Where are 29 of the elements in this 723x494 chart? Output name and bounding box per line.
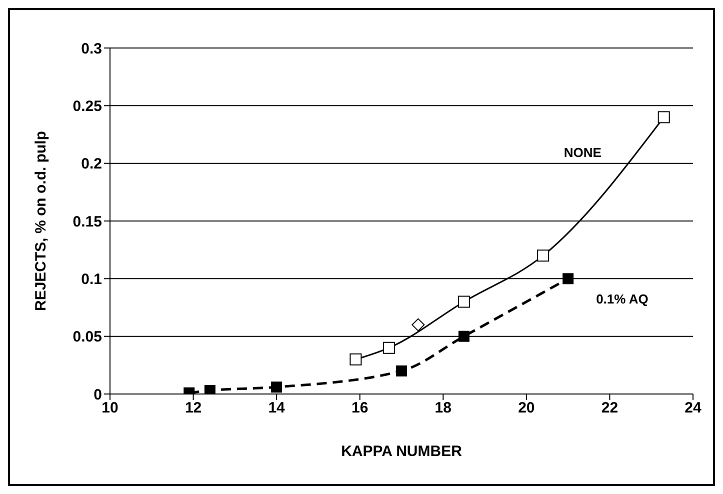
x-tick-label: 22 (601, 400, 618, 417)
point (396, 365, 407, 376)
point (350, 353, 362, 366)
x-tick-label: 24 (684, 400, 702, 417)
point (383, 342, 396, 354)
point (562, 273, 574, 284)
point (458, 330, 470, 342)
x-tick-label: 16 (352, 400, 368, 417)
y-axis-title: REJECTS, % on o.d. pulp (32, 131, 50, 311)
x-tick-label: 18 (434, 400, 452, 417)
y-tick-label: 0.15 (72, 213, 102, 230)
point (271, 382, 282, 393)
x-axis-title: KAPPA NUMBER (341, 443, 462, 460)
point (658, 111, 670, 124)
y-tick-label: 0.2 (81, 156, 102, 173)
y-tick-label: 0 (94, 386, 102, 404)
x-tick-label: 14 (268, 400, 286, 417)
y-tick-label: 0.3 (81, 40, 102, 58)
x-tick-label: 12 (184, 400, 202, 417)
series-label: 0.1% AQ (596, 292, 648, 307)
y-tick-label: 0.05 (72, 328, 102, 346)
x-tick-label: 20 (518, 400, 535, 417)
y-tick-label: 0.25 (72, 98, 102, 115)
point (412, 318, 425, 332)
x-tick-label: 10 (102, 400, 118, 417)
point (458, 296, 470, 308)
y-tick-label: 0.1 (81, 270, 102, 288)
point (537, 250, 550, 262)
series-label: NONE (564, 145, 602, 160)
